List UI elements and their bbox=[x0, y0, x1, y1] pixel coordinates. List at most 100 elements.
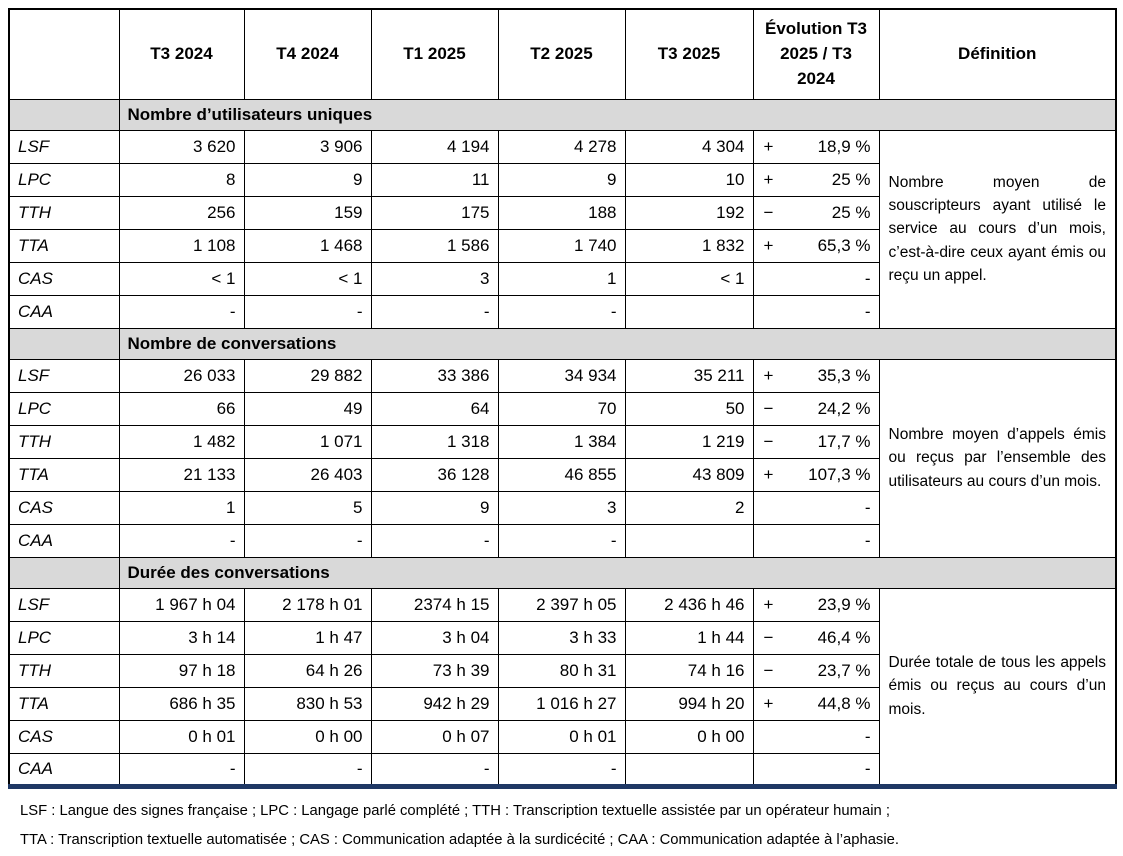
value-cell: 175 bbox=[370, 195, 499, 230]
table-row: CAA - - - - - bbox=[8, 294, 1116, 329]
row-label: TTH bbox=[8, 653, 120, 688]
table-row: LSF 26 033 29 882 33 386 34 934 35 211 +35,3 %… bbox=[8, 358, 1117, 558]
value-cell: 1 967 h 04 bbox=[118, 587, 245, 622]
table-row: TTH 1 482 1 071 1 318 1 384 1 219− 17,7 % bbox=[8, 424, 1116, 459]
value-cell: 0 h 07 bbox=[370, 719, 499, 754]
value-cell: 35 211 bbox=[624, 358, 754, 393]
value-cell: 74 h 16 bbox=[624, 653, 754, 688]
value-cell: 43 809 bbox=[624, 457, 754, 492]
value-cell: - bbox=[497, 294, 626, 329]
value-cell: < 1 bbox=[243, 261, 372, 296]
header-t3-2024: T3 2024 bbox=[118, 8, 245, 100]
value-cell bbox=[624, 752, 754, 787]
evolution-value: 17,7 % bbox=[817, 431, 871, 451]
evolution-value: - bbox=[864, 758, 871, 778]
row-label: CAA bbox=[8, 294, 120, 329]
evolution-cell: +107,3 % bbox=[752, 457, 880, 492]
evolution-cell: - bbox=[752, 261, 880, 296]
value-cell: - bbox=[370, 294, 499, 329]
row-label: CAA bbox=[8, 523, 120, 558]
value-cell: - bbox=[497, 752, 626, 787]
value-cell: 26 403 bbox=[243, 457, 372, 492]
section-title: Durée des conversations bbox=[118, 556, 1117, 589]
value-cell: 0 h 01 bbox=[118, 719, 245, 754]
value-cell: 686 h 35 bbox=[118, 686, 245, 721]
value-cell: 1 bbox=[497, 261, 626, 296]
row-label: TTA bbox=[8, 457, 120, 492]
evolution-value: 107,3 % bbox=[808, 464, 871, 484]
row-label: LSF bbox=[8, 358, 120, 393]
value-cell: 3 h 14 bbox=[118, 620, 245, 655]
row-label: CAS bbox=[8, 261, 120, 296]
row-label: TTA bbox=[8, 686, 120, 721]
evolution-wrap: - bbox=[754, 759, 879, 779]
value-cell: 0 h 01 bbox=[497, 719, 626, 754]
table-row: LPC 8 9 11 9 10 +25 % bbox=[8, 162, 1116, 197]
value-cell: 3 h 04 bbox=[370, 620, 499, 655]
evolution-sign: + bbox=[763, 169, 774, 189]
evolution-cell: +44,8 % bbox=[752, 686, 880, 721]
value-cell: 830 h 53 bbox=[243, 686, 372, 721]
section-band-spacer bbox=[8, 556, 120, 589]
evolution-value: 35,3 % bbox=[817, 365, 871, 385]
evolution-wrap: +44,8 % bbox=[754, 694, 879, 714]
evolution-cell: +65,3 % bbox=[752, 228, 880, 263]
table-row: LPC 3 h 14 1 h 47 3 h 04 3 h 33 1 h 44− 46,4 % bbox=[8, 620, 1116, 655]
value-cell: < 1 bbox=[624, 261, 754, 296]
evolution-cell: - bbox=[752, 719, 880, 754]
footnote-line-1: LSF : Langue des signes française ; LPC … bbox=[20, 802, 890, 819]
evolution-sign: + bbox=[763, 365, 774, 385]
row-label: LSF bbox=[8, 129, 120, 164]
value-cell: 3 bbox=[497, 490, 626, 525]
evolution-wrap: - bbox=[754, 269, 879, 289]
evolution-wrap: − 23,7 % bbox=[754, 661, 879, 681]
value-cell: 4 278 bbox=[497, 129, 626, 164]
value-cell: 50 bbox=[624, 391, 754, 426]
evolution-cell: +25 % bbox=[752, 162, 880, 197]
evolution-wrap: - bbox=[754, 498, 879, 518]
section-title: Nombre d’utilisateurs uniques bbox=[118, 98, 1117, 131]
evolution-value: - bbox=[864, 301, 871, 321]
value-cell: 3 bbox=[370, 261, 499, 296]
evolution-sign: − bbox=[763, 660, 774, 680]
value-cell: 3 620 bbox=[118, 129, 245, 164]
value-cell: 3 906 bbox=[243, 129, 372, 164]
header-t4-2024: T4 2024 bbox=[243, 8, 372, 100]
evolution-wrap: +65,3 % bbox=[754, 236, 879, 256]
value-cell: 1 586 bbox=[370, 228, 499, 263]
row-label: LSF bbox=[8, 587, 120, 622]
value-cell: 21 133 bbox=[118, 457, 245, 492]
evolution-wrap: +23,9 % bbox=[754, 595, 879, 615]
evolution-cell: − 23,7 % bbox=[752, 653, 880, 688]
evolution-value: 25 % bbox=[831, 202, 871, 222]
value-cell: 33 386 bbox=[370, 358, 499, 393]
evolution-cell: - bbox=[752, 294, 880, 329]
value-cell: 2 178 h 01 bbox=[243, 587, 372, 622]
table-row: CAA - - - - - bbox=[8, 752, 1116, 787]
value-cell: 1 h 44 bbox=[624, 620, 754, 655]
evolution-value: - bbox=[864, 530, 871, 550]
row-label: TTA bbox=[8, 228, 120, 263]
header-t1-2025: T1 2025 bbox=[370, 8, 499, 100]
value-cell: 26 033 bbox=[118, 358, 245, 393]
value-cell: 64 h 26 bbox=[243, 653, 372, 688]
evolution-sign: + bbox=[763, 464, 774, 484]
evolution-sign: − bbox=[763, 202, 774, 222]
evolution-wrap: - bbox=[754, 302, 879, 322]
definition-cell: Nombre moyen de souscripteurs ayant util… bbox=[878, 129, 1117, 329]
value-cell: 1 318 bbox=[370, 424, 499, 459]
value-cell: 70 bbox=[497, 391, 626, 426]
evolution-sign: + bbox=[763, 693, 774, 713]
table-row: LSF 3 620 3 906 4 194 4 278 4 304 +18,9 % Nombr… bbox=[8, 129, 1117, 329]
evolution-cell: +23,9 % bbox=[752, 587, 880, 622]
value-cell: 11 bbox=[370, 162, 499, 197]
value-cell: - bbox=[118, 294, 245, 329]
value-cell: 1 bbox=[118, 490, 245, 525]
value-cell: 1 108 bbox=[118, 228, 245, 263]
value-cell: - bbox=[118, 752, 245, 787]
value-cell: 4 194 bbox=[370, 129, 499, 164]
value-cell: 1 016 h 27 bbox=[497, 686, 626, 721]
value-cell: - bbox=[243, 752, 372, 787]
header-evolution: Évolution T3 2025 / T3 2024 bbox=[752, 8, 880, 100]
evolution-value: 44,8 % bbox=[817, 693, 871, 713]
